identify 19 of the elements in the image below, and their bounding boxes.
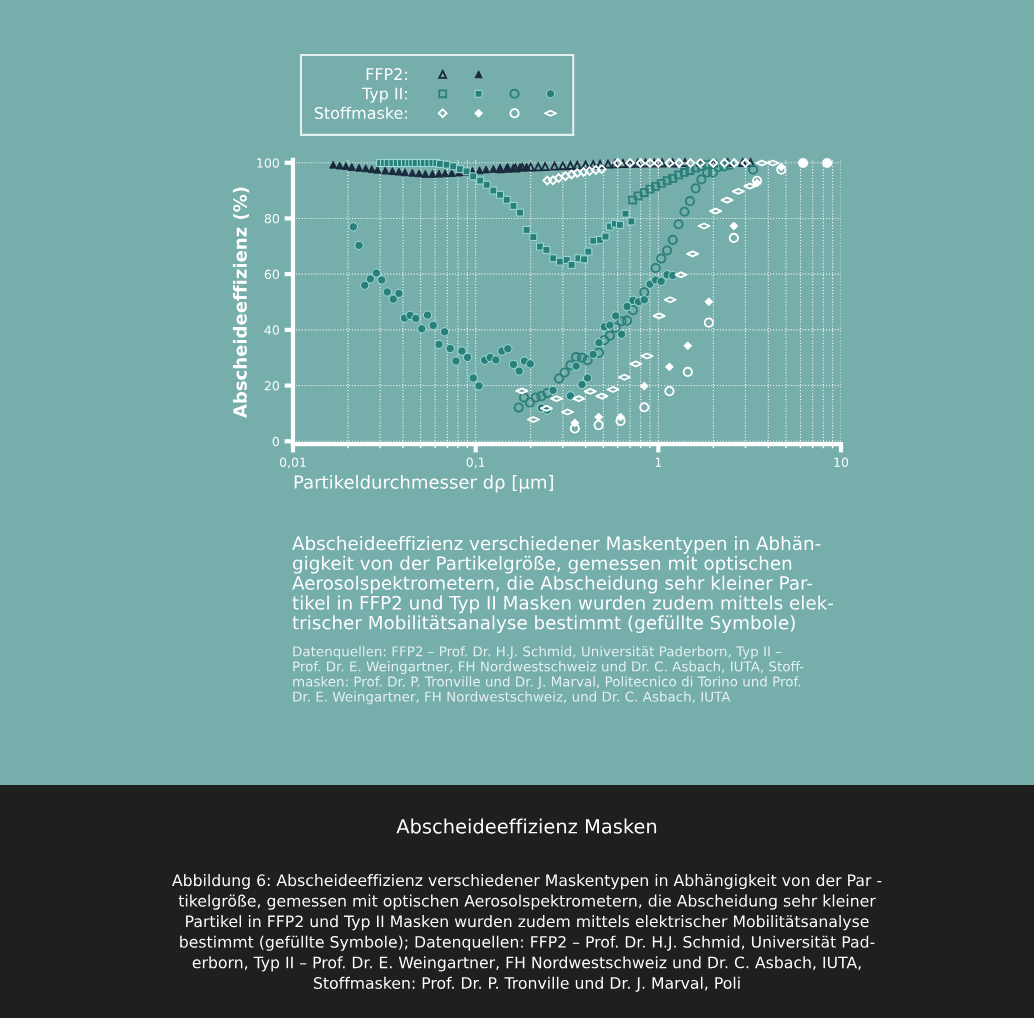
x-tick-label: 1 <box>655 457 662 467</box>
y-tick-label: 40 <box>264 325 279 335</box>
text: Abscheideeffizienz Masken <box>396 818 657 834</box>
text: Datenquellen: FFP2 – Prof. Dr. H.J. Schmid, Universität Paderborn, Typ II – Prof. Dr. E. Weingartner, FH Nordwestschweiz und Dr. C. Asbach, IUTA, Stoff- masken: Prof. Dr. P. Tronville und Dr. J. Marval, Politecnico di Torino und Prof. Dr. E. Weingartner, FH Nordwestschweiz, und Dr. C. Asbach, IUTA <box>293 646 804 705</box>
y-tick-label: 100 <box>257 158 279 168</box>
x-tick-label: 0,1 <box>466 457 485 469</box>
x-tick-label: 0,01 <box>279 457 306 469</box>
y-axis-title: Abscheideeffizienz (%) <box>232 187 250 418</box>
text: Abbildung 6: Abscheideeffizienz verschiedener Maskentypen in Abhängigkeit von der Par - tikelgröße, gemessen mit optischen Aerosolspektrometern, die Abscheidung sehr kleiner Partikel in FFP2 und Typ II Masken wurden zudem mittels elektrischer Mobilitätsanalyse bestimmt (gefüllte Symbole); Datenquellen: FFP2 – Prof. Dr. H.J. Schmid, Universität Pad- erborn, Typ II – Prof. Dr. E. Weingartner, FH Nordwestschweiz und Dr. C. Asbach, IUTA, Stoffmasken: Prof. Dr. P. Tronville und Dr. J. Marval, Poli <box>172 874 882 992</box>
x-tick-label: 10 <box>834 457 849 467</box>
y-tick-label: 60 <box>264 269 279 280</box>
legend-label: FFP2: <box>366 68 407 80</box>
y-tick-label: 20 <box>264 381 279 391</box>
legend-label: Typ II: <box>361 87 407 103</box>
x-axis-title: Partikeldurchmesser dρ [µm] <box>294 474 553 493</box>
y-tick-label: 80 <box>264 213 279 224</box>
y-tick-label: 0 <box>272 436 279 447</box>
legend-label: Stoffmaske: <box>314 106 407 120</box>
text: Abscheideeffizienz verschiedener Maskentypen in Abhän- gigkeit von der Partikelgröße, gemessen mit optischen Aerosolspektrometern, die Abscheidung sehr kleiner Par- tikel in FFP2 und Typ II Masken wurden zudem mittels elek- trischer Mobilitätsanalyse bestimmt (gefüllte Symbole) <box>292 536 833 634</box>
